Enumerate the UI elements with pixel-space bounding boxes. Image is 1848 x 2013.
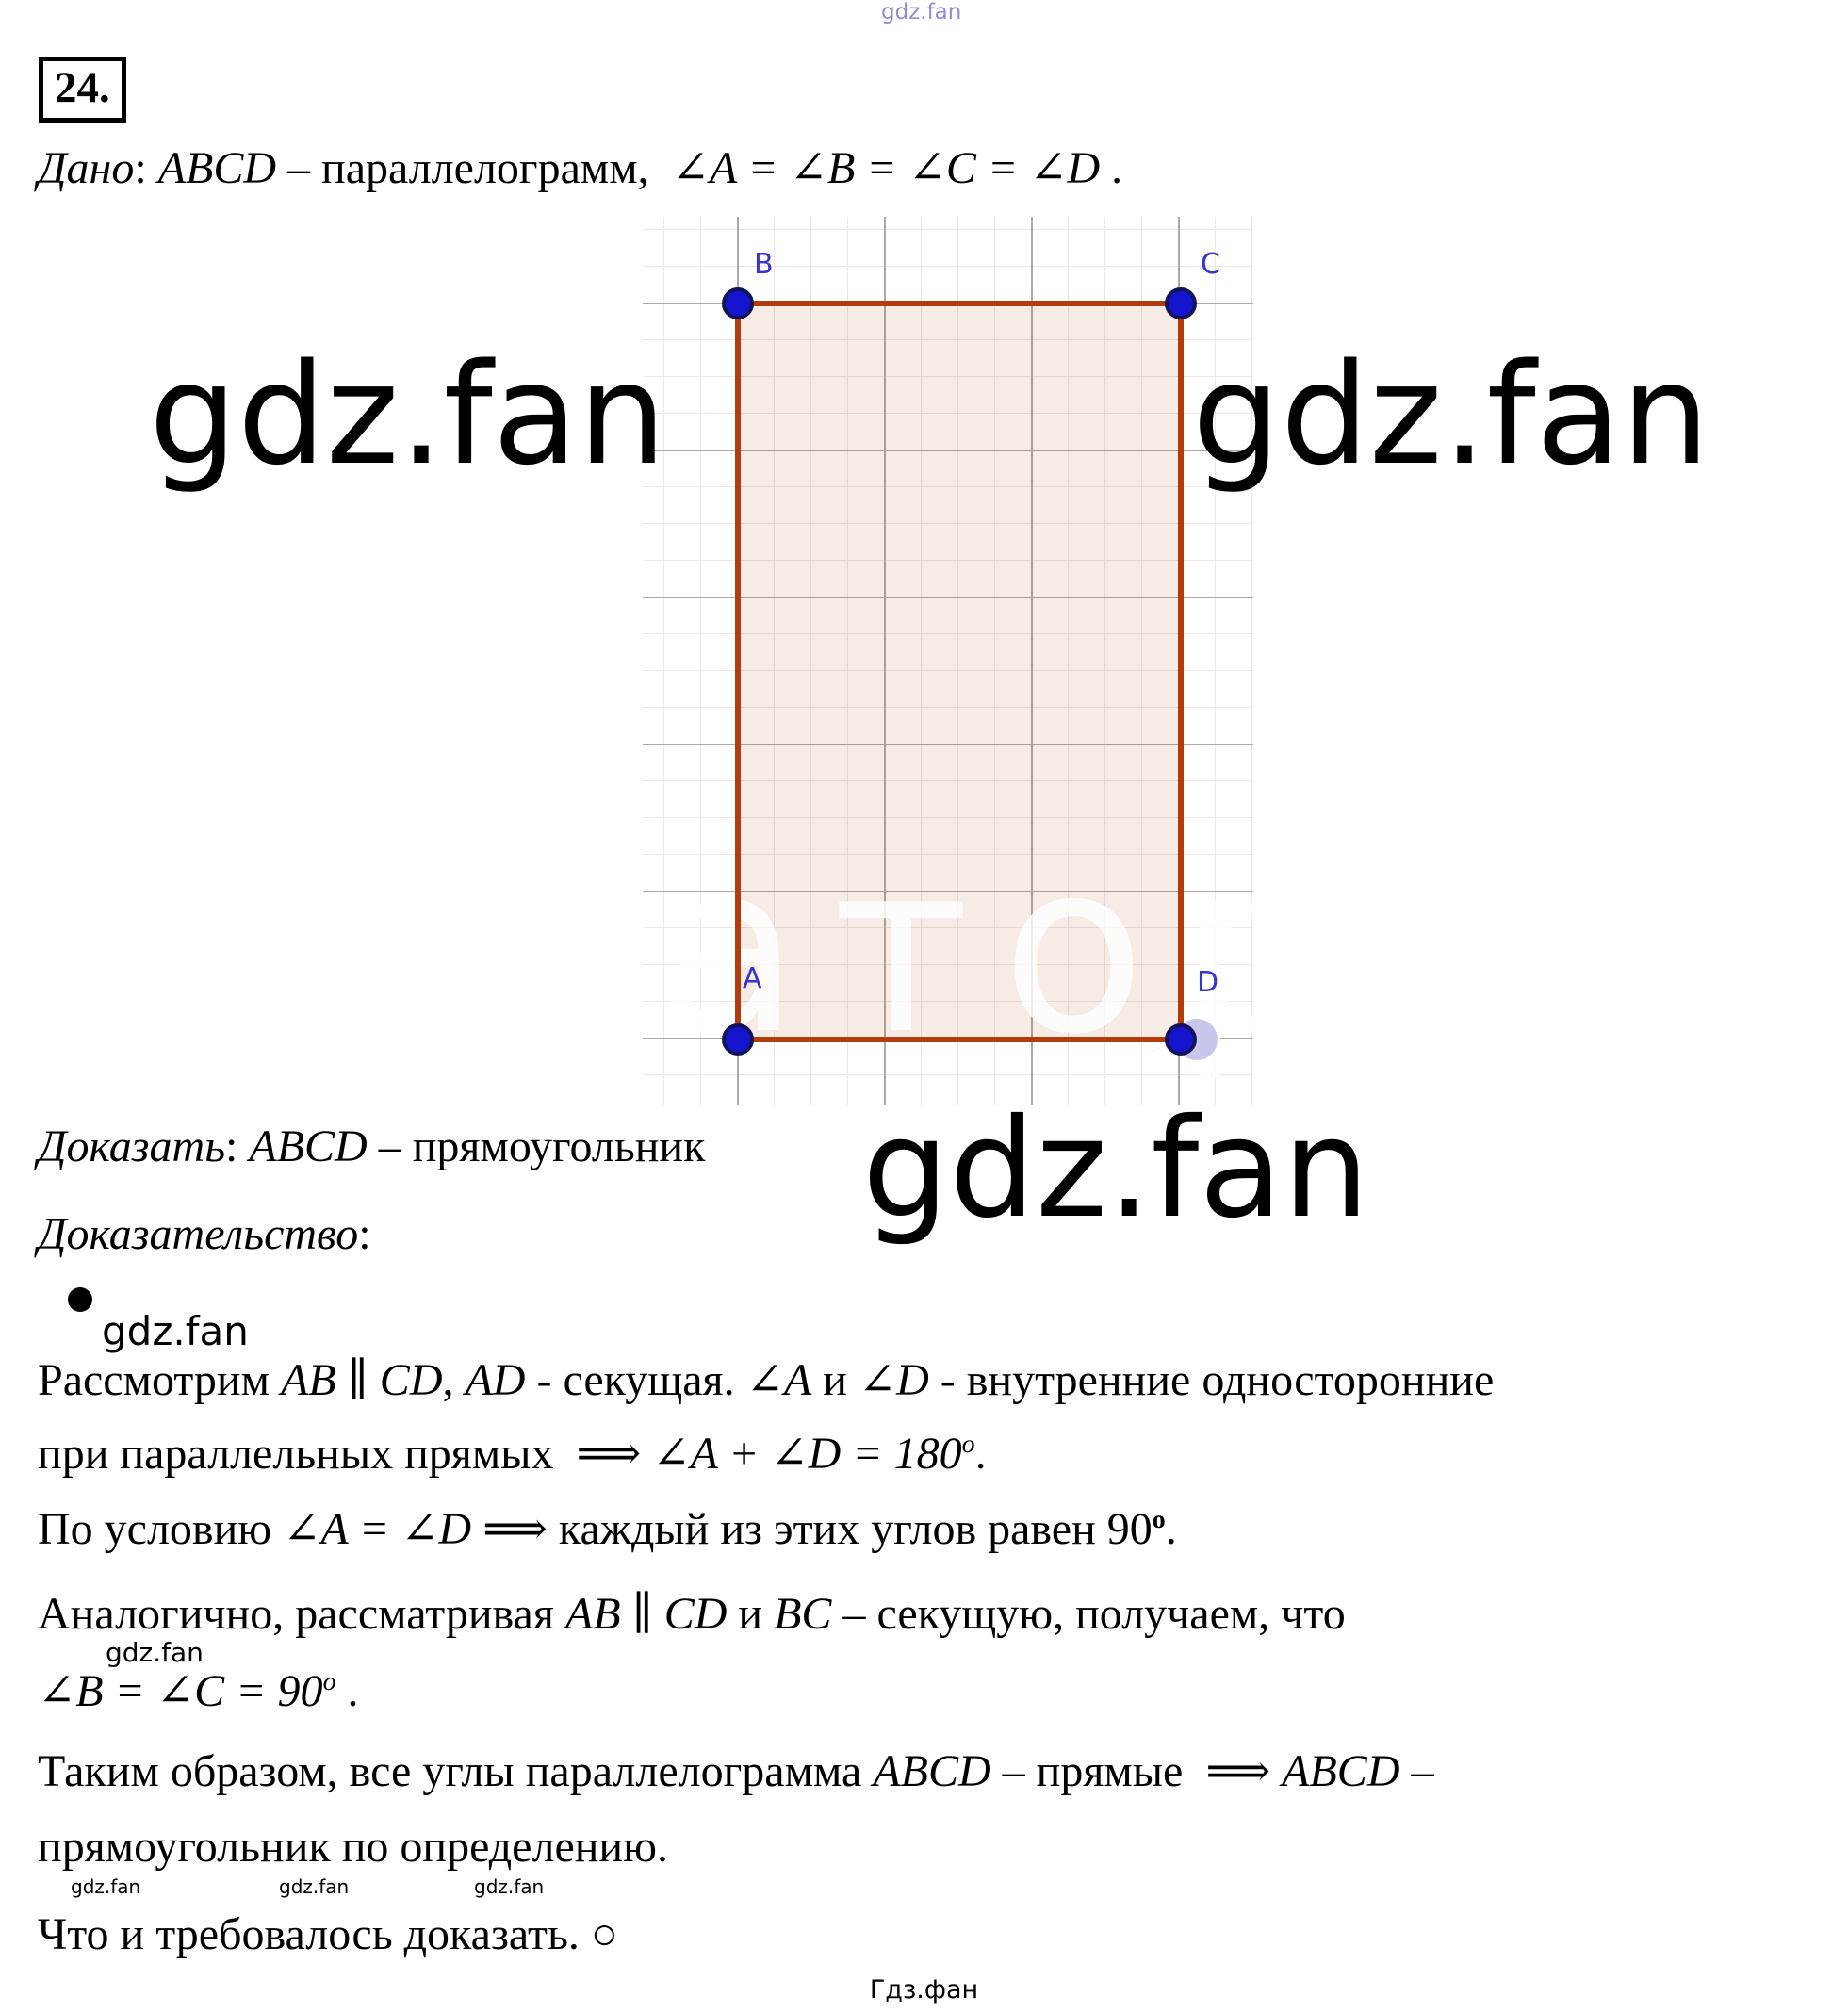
- proof-line-4: Аналогично, рассматривая AB ∥ CD и BC – …: [38, 1589, 1346, 1639]
- watermark-small-bullet: gdz.fan: [102, 1308, 249, 1354]
- vertex-point-a: [722, 1023, 754, 1056]
- watermark-small-indent: gdz.fan: [106, 1637, 204, 1668]
- proof-line-5: ∠B = ∠C = 90o .: [38, 1666, 359, 1716]
- proof-line-6: Таким образом, все углы параллелограмма …: [38, 1746, 1434, 1796]
- vertex-point-d: [1165, 1023, 1197, 1056]
- proof-line-8: Что и требовалось доказать. ○: [38, 1909, 618, 1959]
- given-line: Дано: ABCD – параллелограмм, ∠A = ∠B = ∠…: [38, 143, 1123, 193]
- prove-line: Доказать: ABCD – прямоугольник: [38, 1121, 706, 1171]
- proof-line-3: По условию ∠A = ∠D ⟹ каждый из этих угло…: [38, 1504, 1177, 1554]
- proof-line-2: при параллельных прямых ⟹ ∠A + ∠D = 180o…: [38, 1429, 987, 1479]
- vertex-label-d: D: [1197, 966, 1219, 999]
- vertex-label-c: C: [1201, 248, 1220, 281]
- proof-line-7: прямоугольник по определению.: [38, 1822, 668, 1872]
- figure-watermark: атор: [656, 811, 1253, 1086]
- problem-number: 24.: [55, 63, 110, 112]
- watermark-big-left: gdz.fan: [149, 334, 667, 496]
- watermark-tiny-2: gdz.fan: [279, 1875, 350, 1898]
- vertex-label-b: B: [754, 248, 774, 281]
- geometry-figure: атор B C A D: [643, 217, 1253, 1105]
- proof-bullet: [68, 1287, 92, 1312]
- page-footer: Гдз.фан: [869, 1975, 979, 2005]
- watermark-big-right: gdz.fan: [1192, 334, 1710, 496]
- rectangle-abcd-fill: [738, 303, 1181, 1039]
- vertex-point-b: [722, 287, 754, 319]
- rectangle-abcd-border: [735, 301, 1184, 1042]
- watermark-top: gdz.fan: [881, 0, 962, 25]
- watermark-big-middle: gdz.fan: [862, 1089, 1370, 1249]
- watermark-tiny-3: gdz.fan: [474, 1875, 545, 1898]
- vertex-point-c: [1165, 287, 1197, 319]
- vertex-label-a: A: [743, 962, 762, 995]
- proof-heading: Доказательство:: [38, 1209, 371, 1259]
- watermark-tiny-1: gdz.fan: [71, 1875, 141, 1898]
- problem-number-box: 24.: [39, 57, 126, 123]
- proof-line-1: Рассмотрим AB ∥ CD, AD - секущая. ∠A и ∠…: [38, 1355, 1495, 1405]
